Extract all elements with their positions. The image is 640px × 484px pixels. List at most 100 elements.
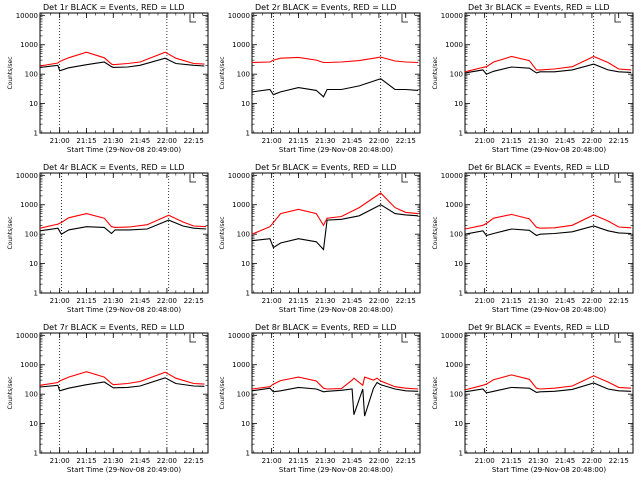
y-tick-label: 1000 (232, 361, 250, 369)
x-tick-label: 21:45 (342, 137, 362, 145)
y-tick-label: 10000 (16, 12, 38, 20)
y-tick-label: 100 (450, 391, 463, 399)
x-tick-label: 22:15 (184, 137, 204, 145)
x-tick-label: 21:30 (528, 137, 548, 145)
series-line-events (251, 204, 419, 251)
x-tick-label: 21:15 (501, 137, 521, 145)
y-tick-label: 10000 (228, 172, 250, 180)
y-axis-label: Counts/sec (432, 56, 439, 89)
y-axis-label: Counts/sec (7, 376, 14, 409)
x-tick-label: 21:15 (501, 297, 521, 305)
y-tick-label: 10 (454, 260, 463, 268)
x-tick-label: 21:30 (528, 297, 548, 305)
y-tick-label: 10 (29, 260, 38, 268)
x-axis-label: Start Time (29-Nov-08 20:48:00) (279, 146, 393, 154)
chart-title: Det 1r BLACK = Events, RED = LLD (43, 3, 185, 12)
y-axis-label: Counts/sec (7, 216, 14, 249)
x-tick-label: 21:45 (555, 137, 575, 145)
y-tick-label: 10 (454, 420, 463, 428)
x-tick-label: 22:00 (369, 137, 389, 145)
chart-panel-6: Det 6r BLACK = Events, RED = LLD 1 10 100 10… (432, 163, 634, 314)
x-axis-label: Start Time (29-Nov-08 20:48:00) (492, 306, 606, 314)
x-tick-label: 21:00 (475, 457, 495, 465)
x-tick-label: 22:00 (157, 137, 177, 145)
x-tick-label: 22:15 (184, 457, 204, 465)
corner-mark (189, 14, 196, 23)
plot-frame (464, 172, 634, 294)
y-tick-label: 1000 (232, 201, 250, 209)
chart-panel-2: Det 2r BLACK = Events, RED = LLD 1 10 100 10… (219, 3, 421, 154)
x-tick-label: 22:00 (582, 457, 602, 465)
y-tick-label: 1 (459, 450, 463, 458)
plot-frame (251, 12, 421, 134)
plot-frame (39, 172, 209, 294)
y-tick-label: 1 (34, 450, 38, 458)
y-tick-label: 1000 (232, 41, 250, 49)
y-tick-label: 10 (29, 100, 38, 108)
y-tick-label: 1000 (445, 201, 463, 209)
x-tick-label: 21:15 (288, 297, 308, 305)
x-axis-label: Start Time (29-Nov-08 20:48:00) (279, 306, 393, 314)
x-tick-label: 21:00 (262, 137, 282, 145)
chart-title: Det 3r BLACK = Events, RED = LLD (468, 3, 610, 12)
corner-mark (189, 174, 196, 183)
series-line-lld (464, 374, 632, 391)
x-tick-label: 22:00 (369, 457, 389, 465)
y-tick-label: 10 (454, 100, 463, 108)
series-line-lld (251, 376, 419, 390)
series-line-events (251, 381, 419, 417)
x-tick-label: 22:00 (582, 137, 602, 145)
series-line-events (464, 382, 632, 394)
x-axis-label: Start Time (29-Nov-08 20:49:00) (67, 146, 181, 154)
y-tick-label: 1000 (20, 201, 38, 209)
y-tick-label: 1000 (445, 361, 463, 369)
x-axis-label: Start Time (29-Nov-08 20:48:00) (492, 146, 606, 154)
y-tick-label: 1000 (445, 41, 463, 49)
x-tick-label: 21:45 (342, 457, 362, 465)
series-line-lld (464, 213, 632, 230)
y-tick-label: 1 (459, 290, 463, 298)
y-axis-label: Counts/sec (7, 56, 14, 89)
y-tick-label: 10 (29, 420, 38, 428)
y-tick-label: 10000 (228, 12, 250, 20)
series-line-events (464, 225, 632, 237)
chart-title: Det 5r BLACK = Events, RED = LLD (255, 163, 397, 172)
series-line-lld (39, 371, 205, 386)
series-line-lld (39, 51, 205, 67)
y-tick-label: 100 (450, 71, 463, 79)
x-tick-label: 21:30 (315, 457, 335, 465)
corner-mark (614, 334, 621, 343)
x-axis-label: Start Time (29-Nov-08 20:48:00) (67, 306, 181, 314)
x-tick-label: 21:00 (50, 457, 70, 465)
y-axis-label: Counts/sec (219, 216, 226, 249)
y-tick-label: 100 (25, 71, 38, 79)
x-tick-label: 21:00 (50, 137, 70, 145)
plot-frame (39, 12, 209, 134)
y-axis-label: Counts/sec (432, 216, 439, 249)
x-tick-label: 21:45 (555, 297, 575, 305)
x-tick-label: 21:15 (288, 457, 308, 465)
x-tick-label: 21:30 (315, 137, 335, 145)
corner-mark (614, 14, 621, 23)
y-tick-label: 100 (237, 391, 250, 399)
plot-frame (251, 332, 421, 454)
y-tick-label: 10 (241, 100, 250, 108)
x-tick-label: 21:30 (103, 457, 123, 465)
x-tick-label: 21:00 (50, 297, 70, 305)
chart-panel-7: Det 7r BLACK = Events, RED = LLD 1 10 100 10… (7, 323, 209, 474)
x-tick-label: 21:15 (501, 457, 521, 465)
x-tick-label: 21:15 (76, 137, 96, 145)
y-tick-label: 100 (237, 231, 250, 239)
x-tick-label: 22:00 (157, 457, 177, 465)
y-tick-label: 100 (25, 391, 38, 399)
y-tick-label: 1000 (20, 41, 38, 49)
chart-panel-5: Det 5r BLACK = Events, RED = LLD 1 10 100 10… (219, 163, 421, 314)
chart-panel-3: Det 3r BLACK = Events, RED = LLD 1 10 100 10… (432, 3, 634, 154)
x-tick-label: 22:15 (396, 457, 416, 465)
x-tick-label: 21:45 (555, 457, 575, 465)
corner-mark (189, 334, 196, 343)
y-tick-label: 100 (25, 231, 38, 239)
y-tick-label: 1 (246, 450, 250, 458)
x-tick-label: 21:30 (103, 137, 123, 145)
